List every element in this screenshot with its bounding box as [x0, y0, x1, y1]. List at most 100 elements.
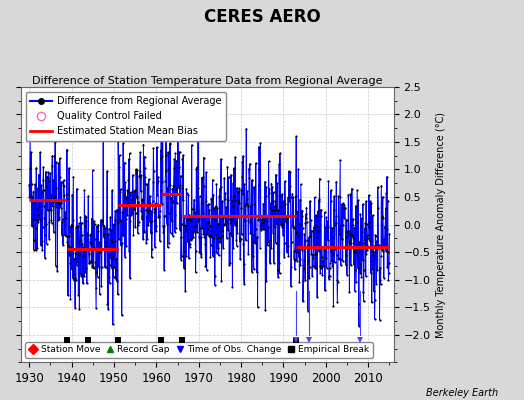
Point — [238, 173, 246, 180]
Point — [374, 184, 382, 190]
Point — [258, 220, 266, 226]
Point — [215, 193, 224, 200]
Point — [28, 194, 37, 200]
Point — [153, 192, 161, 198]
Point — [254, 304, 262, 310]
Point — [256, 212, 264, 219]
Point — [135, 174, 144, 180]
Point — [374, 204, 383, 211]
Point — [331, 246, 339, 252]
Point — [332, 213, 340, 220]
Point — [208, 196, 216, 202]
Point — [51, 193, 59, 199]
Point — [29, 188, 38, 195]
Point — [65, 165, 73, 171]
Point — [154, 214, 162, 220]
Point — [27, 180, 36, 187]
Point — [32, 165, 40, 171]
Point — [83, 247, 92, 254]
Point — [84, 232, 92, 238]
Point — [372, 243, 380, 249]
Point — [198, 200, 206, 206]
Point — [259, 200, 267, 207]
Point — [105, 252, 114, 258]
Point — [105, 226, 113, 232]
Point — [97, 283, 106, 290]
Point — [243, 196, 251, 202]
Point — [309, 245, 318, 251]
Point — [188, 206, 196, 212]
Point — [42, 240, 51, 247]
Point — [344, 229, 352, 236]
Point — [174, 149, 183, 156]
Point — [25, 182, 34, 188]
Point — [209, 177, 217, 183]
Point — [152, 200, 160, 206]
Point — [324, 237, 332, 244]
Point — [239, 153, 247, 159]
Point — [31, 181, 39, 188]
Point — [379, 248, 388, 254]
Point — [289, 223, 297, 230]
Point — [143, 181, 151, 188]
Point — [348, 185, 356, 192]
Point — [169, 198, 177, 205]
Point — [71, 250, 80, 256]
Point — [212, 232, 220, 238]
Point — [166, 141, 174, 147]
Point — [346, 191, 355, 197]
Point — [79, 244, 87, 251]
Point — [376, 276, 385, 283]
Point — [308, 228, 316, 234]
Point — [230, 165, 238, 172]
Point — [307, 250, 315, 257]
Point — [364, 218, 373, 225]
Point — [145, 206, 154, 213]
Point — [88, 216, 96, 222]
Point — [299, 278, 308, 284]
Point — [226, 260, 234, 266]
Point — [121, 254, 129, 260]
Point — [131, 224, 139, 231]
Point — [241, 203, 249, 209]
Point — [221, 190, 229, 196]
Point — [248, 177, 256, 184]
Point — [317, 264, 325, 271]
Point — [142, 240, 150, 246]
Point — [312, 265, 320, 271]
Point — [40, 215, 49, 221]
Point — [371, 232, 379, 238]
Point — [366, 238, 374, 244]
Point — [333, 298, 342, 305]
Point — [163, 185, 171, 191]
Point — [111, 208, 119, 214]
Point — [52, 204, 61, 210]
Point — [192, 248, 200, 254]
Point — [92, 305, 100, 312]
Point — [43, 195, 51, 201]
Point — [123, 194, 131, 201]
Point — [255, 144, 263, 150]
Point — [101, 264, 109, 270]
Point — [339, 200, 347, 206]
Point — [301, 276, 309, 283]
Point — [286, 183, 294, 189]
Point — [380, 244, 389, 250]
Point — [340, 215, 348, 221]
Point — [245, 175, 254, 182]
Point — [46, 170, 54, 176]
Text: CERES AERO: CERES AERO — [204, 8, 320, 26]
Point — [228, 203, 237, 209]
Point — [34, 219, 42, 225]
Point — [47, 192, 55, 198]
Point — [322, 264, 331, 271]
Point — [43, 174, 51, 180]
Point — [101, 239, 109, 246]
Point — [184, 191, 193, 198]
Point — [291, 256, 299, 263]
Point — [346, 237, 354, 244]
Point — [380, 224, 389, 230]
Point — [221, 212, 230, 218]
Point — [332, 178, 341, 185]
Point — [149, 168, 158, 174]
